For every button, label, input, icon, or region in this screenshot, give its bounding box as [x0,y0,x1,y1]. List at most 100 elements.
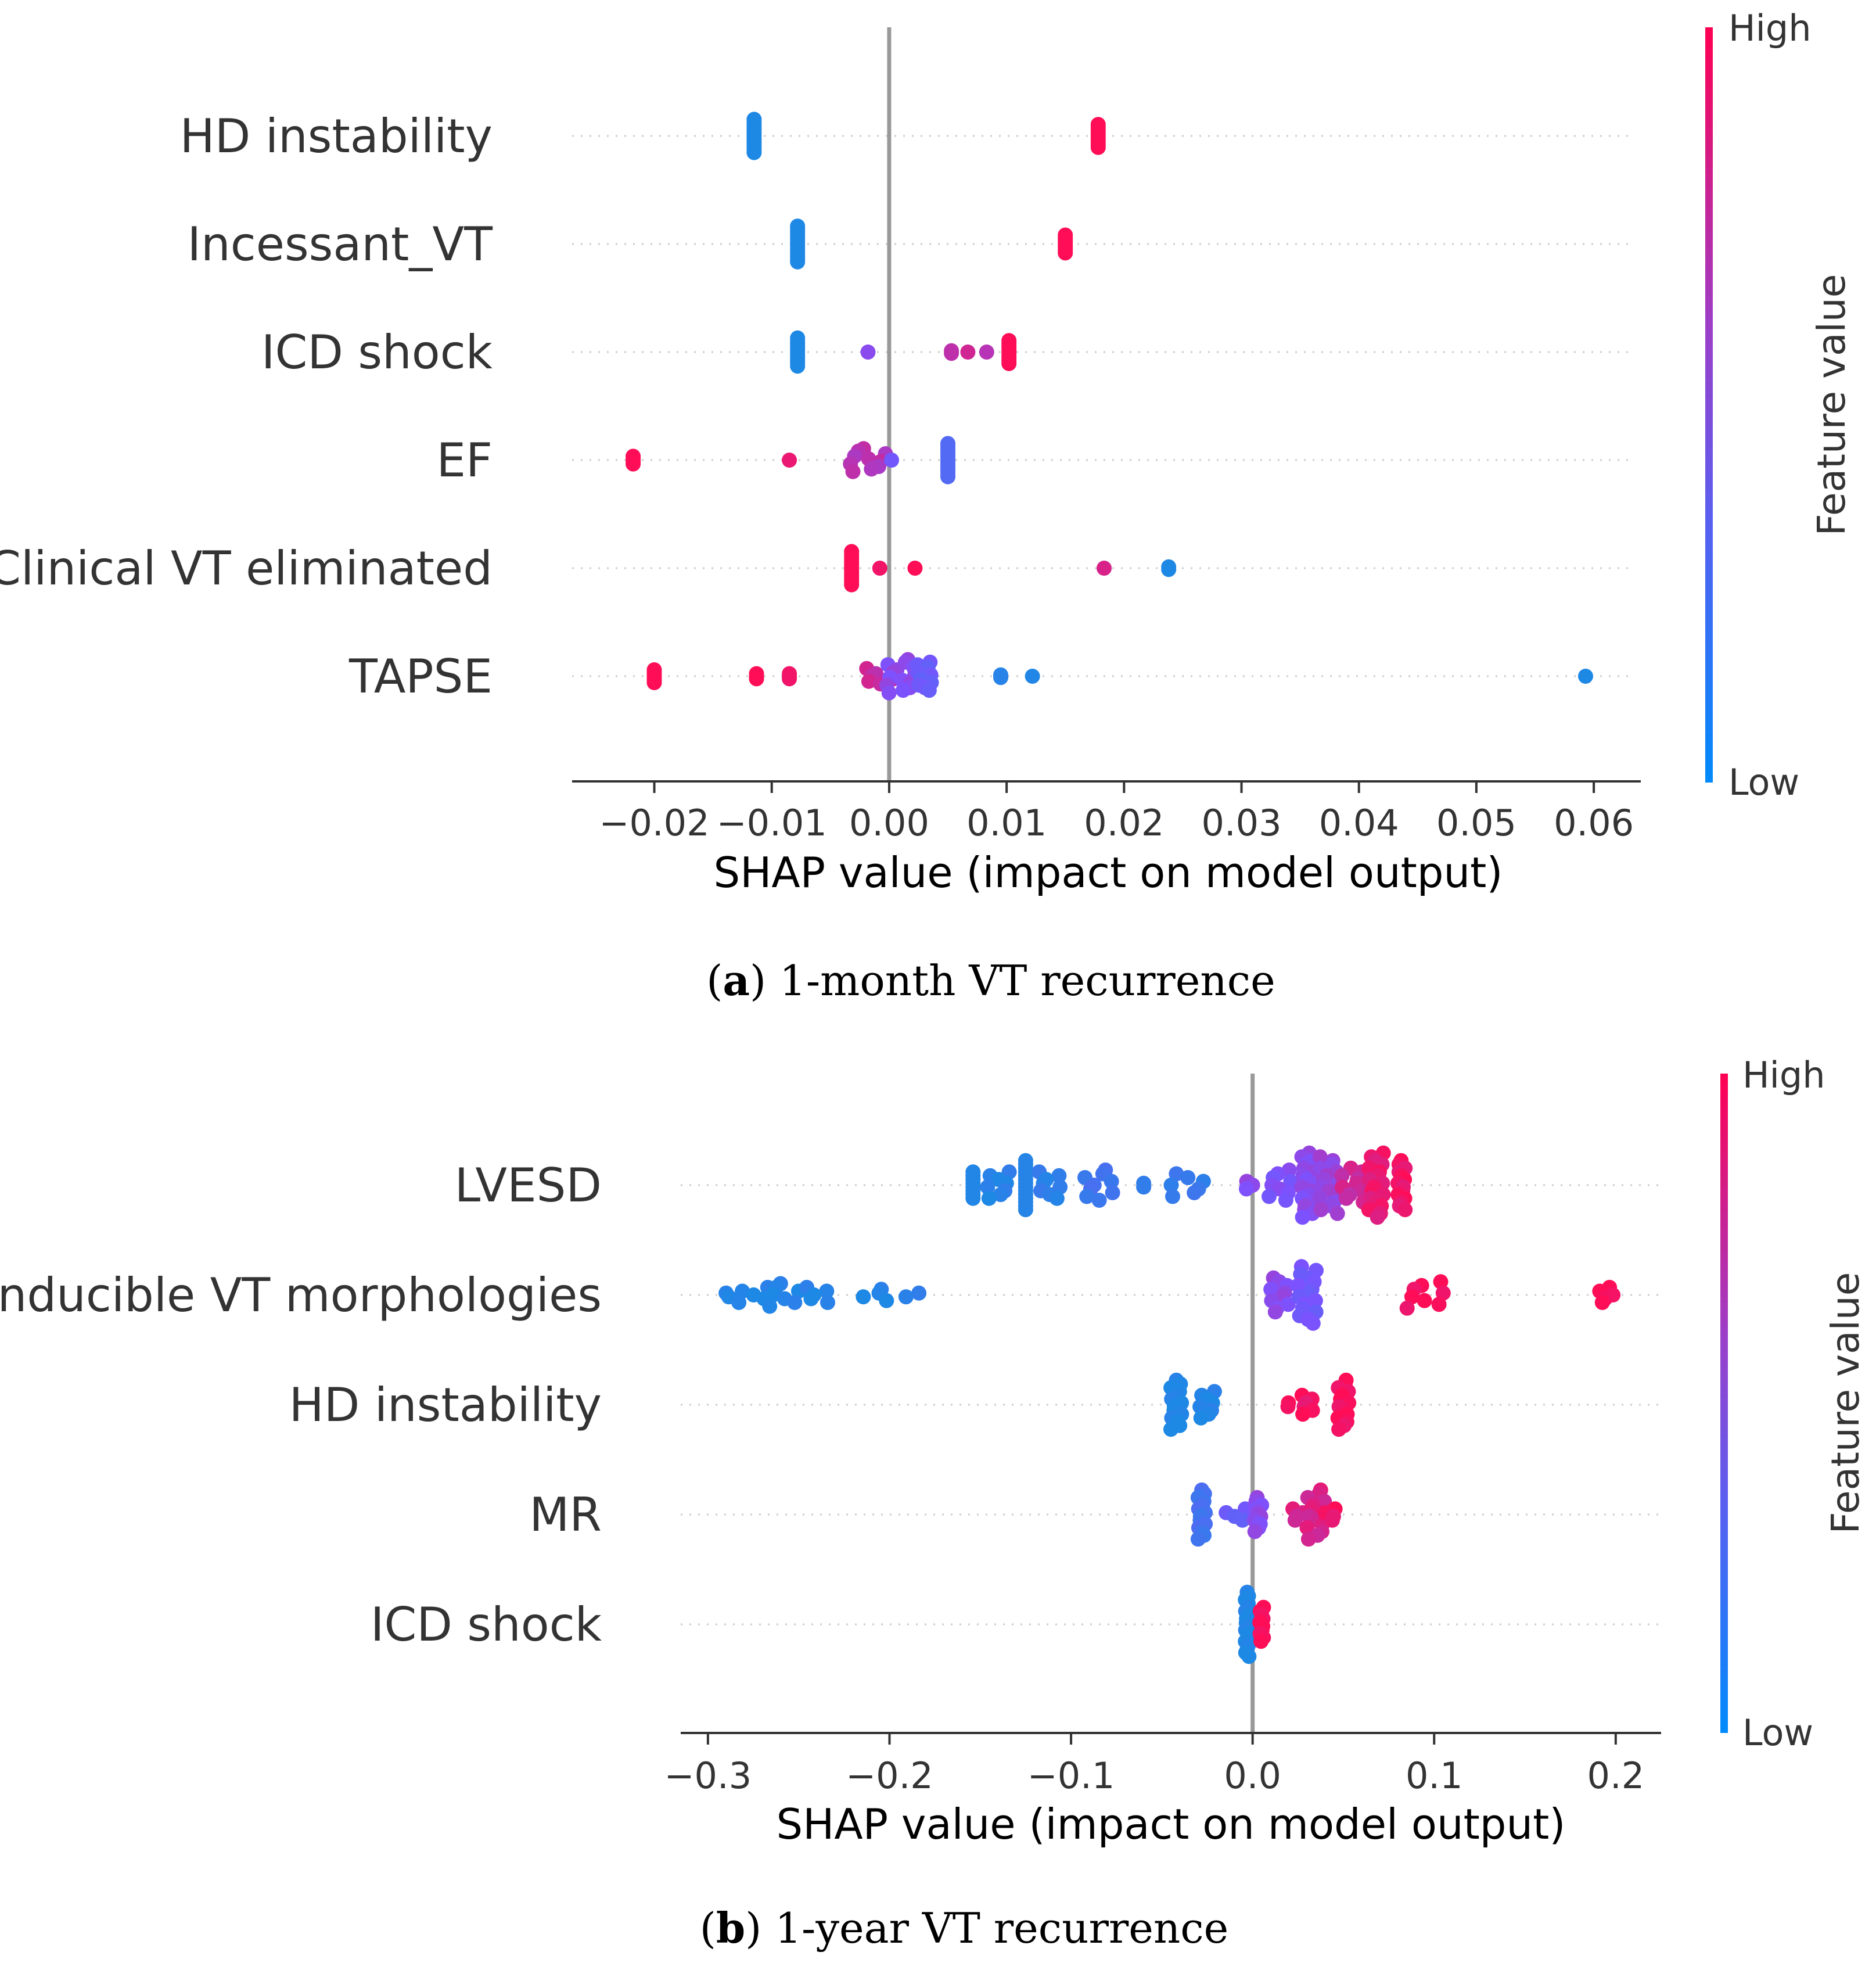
shap-point [1193,1410,1209,1426]
x-tick-label: 0.06 [1554,802,1634,844]
shap-point [1578,669,1593,684]
shap-point [1180,1170,1196,1185]
shap-point [1241,1649,1257,1664]
shap-point [1291,1278,1306,1293]
shap-point [1049,1190,1065,1206]
feature-label: Clinical VT eliminated [0,541,493,595]
shap-point [1247,1524,1263,1540]
shap-point [896,683,911,698]
shap-point [819,1283,835,1299]
shap-point [1370,1210,1385,1225]
shap-point [898,1289,914,1305]
shap-point [981,1190,997,1206]
shap-point [1104,1174,1119,1189]
x-axis-label: SHAP value (impact on model output) [777,1800,1566,1849]
shap-point [940,469,955,485]
shap-point [1287,1512,1303,1528]
shap-point [1417,1293,1432,1308]
panel-b-shap-summary: LVESD Inducible VT morphologies HD instabi… [0,1054,1868,1953]
shap-point [782,671,797,687]
shap-point [762,1298,778,1314]
caption-letter: a [723,956,750,1005]
shap-point [1253,1634,1269,1649]
x-tick-label: −0.2 [846,1754,933,1797]
caption-letter: b [716,1903,745,1953]
x-tick-label: 0.0 [1224,1754,1281,1797]
shap-point [944,346,959,361]
shap-point [1165,1189,1180,1204]
feature-label: TAPSE [348,650,493,704]
shap-point [1163,1178,1179,1193]
x-tick-label: 0.01 [966,802,1047,844]
feature-label: MR [529,1488,602,1542]
feature-label: Incessant_VT [187,217,493,271]
x-ticks: −0.3 −0.2 −0.1 0.0 0.1 0.2 [664,1733,1644,1797]
feature-label: HD instability [289,1378,602,1432]
shap-point [1399,1300,1415,1316]
x-ticks: −0.02 −0.01 0.00 0.01 0.02 0.03 0.04 0.05 0.06 [599,781,1634,844]
panel-a-shap-summary: HD instability Incessant_VT ICD shock EF Cli… [0,7,1854,1005]
shap-point [1281,1162,1297,1178]
colorbar-title: Feature value [1823,1272,1868,1534]
feature-label: ICD shock [371,1598,602,1652]
shap-point [965,1190,981,1206]
x-tick-label: −0.3 [664,1754,752,1797]
colorbar-title: Feature value [1809,274,1854,536]
panel-caption: (b) 1-year VT recurrence [700,1903,1228,1953]
shap-point [1431,1297,1447,1312]
shap-point [1299,1520,1315,1535]
shap-point [1058,245,1073,261]
x-tick-label: 0.04 [1319,802,1399,844]
shap-point [820,1295,835,1310]
shap-point [1161,562,1177,577]
shap-point [1090,139,1106,155]
colorbar-low-label: Low [1742,1711,1813,1754]
shap-point [1169,1166,1184,1182]
shap-point [1263,1282,1279,1297]
shap-point [749,671,764,687]
shap-point [746,145,762,160]
shap-point [993,670,1008,686]
feature-label: ICD shock [261,325,493,379]
shap-point [1329,1205,1345,1221]
shap-point [879,1293,894,1308]
shap-point [1136,1179,1152,1195]
colorbar [1720,1074,1728,1733]
shap-point [1097,561,1112,576]
feature-label: Inducible VT morphologies [0,1268,602,1322]
shap-point [1018,1202,1033,1218]
shap-point [864,461,879,477]
shap-point [1339,1190,1354,1206]
shap-point [1280,1399,1296,1415]
shap-point [1312,1149,1328,1165]
shap-point [1001,356,1017,371]
shap-point [1397,1202,1413,1218]
shap-point [787,1295,803,1310]
shap-point [646,675,662,690]
shap-point [993,1187,1008,1203]
shap-points [718,1145,1621,1664]
x-tick-label: 0.03 [1202,802,1282,844]
caption-text: 1-month VT recurrence [779,956,1275,1005]
shap-point [844,577,860,593]
shap-point [803,1291,819,1307]
x-axis-label: SHAP value (impact on model output) [714,848,1503,897]
colorbar-low-label: Low [1728,761,1799,803]
shap-point [1594,1295,1610,1310]
shap-point [921,683,937,698]
shap-point [731,1295,747,1310]
feature-labels: LVESD Inducible VT morphologies HD instabi… [0,1158,602,1652]
shap-point [979,345,994,360]
colorbar [1705,27,1713,783]
x-tick-label: 0.05 [1436,802,1516,844]
shap-point [1312,1190,1328,1206]
shap-point [1079,1189,1095,1204]
panel-caption: (a) 1-month VT recurrence [706,956,1275,1005]
shap-point [884,453,899,468]
shap-point [1435,1285,1451,1301]
shap-point [1239,1181,1254,1197]
x-tick-label: −0.01 [717,802,827,844]
feature-labels: HD instability Incessant_VT ICD shock EF Cli… [0,109,493,704]
shap-point [1278,1193,1293,1208]
